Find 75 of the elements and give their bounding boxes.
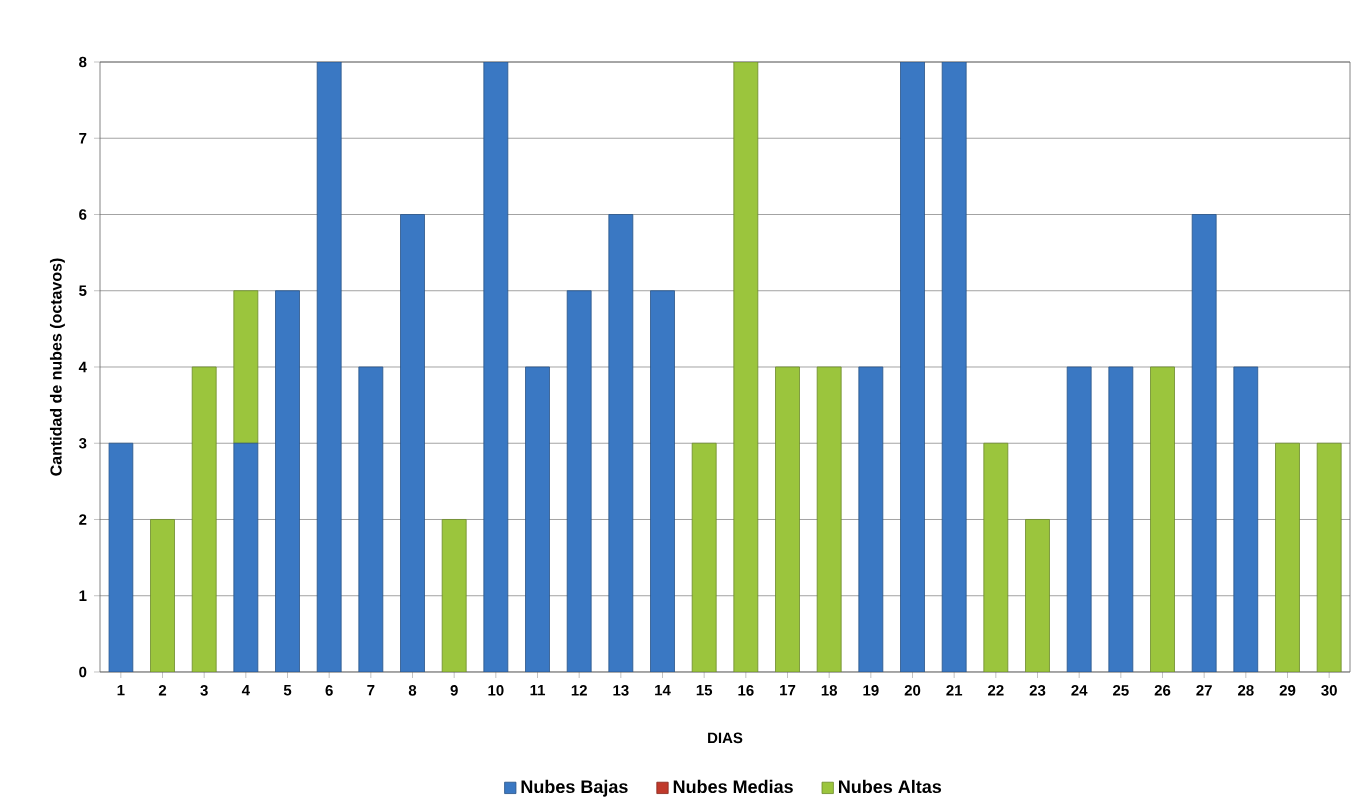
bar [191,366,217,672]
bar [150,519,175,672]
x-tick-label: 18 [821,685,838,696]
x-tick-label: 16 [738,685,754,696]
x-tick-label: 25 [1113,685,1129,696]
y-tick-label: 2 [79,514,87,525]
bar [316,62,342,672]
x-tick-label: 1 [117,685,125,696]
x-tick-label: 22 [988,685,1004,696]
x-tick-label: 10 [488,685,504,696]
x-tick-label: 17 [780,685,796,696]
bar [775,366,800,672]
legend-label: Nubes Medias [673,779,793,794]
x-tick-label: 27 [1196,685,1212,696]
x-tick-label: 2 [158,685,167,696]
x-axis-title: DIAS [708,732,743,744]
y-axis-title: Cantidad de nubes (octavos) [49,258,65,476]
legend-label: Nubes Altas [838,779,942,794]
x-tick-label: 29 [1279,685,1296,696]
x-tick-label: 6 [325,685,333,696]
bar [691,442,717,672]
bar [733,62,759,672]
bar [525,366,550,672]
x-tick-label: 4 [241,685,250,696]
bar [1066,366,1092,672]
bar [941,62,967,672]
bar [1275,442,1300,672]
x-tick-label: 5 [283,685,292,696]
bar [441,519,467,672]
x-tick-label: 13 [613,685,629,696]
y-tick-label: 4 [78,361,87,373]
x-tick-label: 19 [863,685,879,696]
bar [483,62,509,672]
bar [900,62,925,672]
bar [858,366,884,672]
bar [566,290,592,672]
x-tick-label: 3 [200,685,208,696]
legend-label: Nubes Bajas [521,779,628,797]
bar [233,290,259,444]
bar [1025,519,1050,672]
x-tick-label: 15 [696,685,713,696]
y-tick-label: 8 [79,56,87,68]
y-tick-label: 0 [79,666,87,678]
x-tick-label: 21 [946,685,963,696]
bar [1316,442,1342,672]
x-tick-label: 24 [1071,685,1088,696]
x-tick-label: 30 [1321,685,1337,696]
bar [1108,366,1134,672]
x-tick-label: 7 [367,685,375,696]
x-tick-label: 8 [408,685,417,696]
bar [275,290,300,672]
bar [108,442,134,672]
bar [233,442,259,672]
bar [650,290,675,672]
bar [400,214,425,672]
y-tick-label: 5 [79,285,87,296]
x-tick-label: 20 [904,685,921,696]
y-tick-label: 3 [78,437,87,449]
bar [1150,366,1175,672]
x-tick-label: 23 [1029,685,1046,696]
y-tick-label: 1 [79,590,87,601]
bar [816,366,842,672]
bar [983,442,1009,672]
bar [358,366,384,672]
x-tick-label: 12 [571,685,587,696]
x-tick-label: 28 [1238,685,1254,696]
bar [608,214,634,672]
x-tick-label: 9 [450,685,458,696]
bar [1191,214,1217,672]
y-tick-label: 7 [79,133,87,144]
x-tick-label: 26 [1154,685,1171,696]
bar [1233,366,1259,672]
x-tick-label: 11 [530,685,546,696]
x-tick-label: 14 [655,685,671,696]
y-tick-label: 6 [79,209,87,220]
